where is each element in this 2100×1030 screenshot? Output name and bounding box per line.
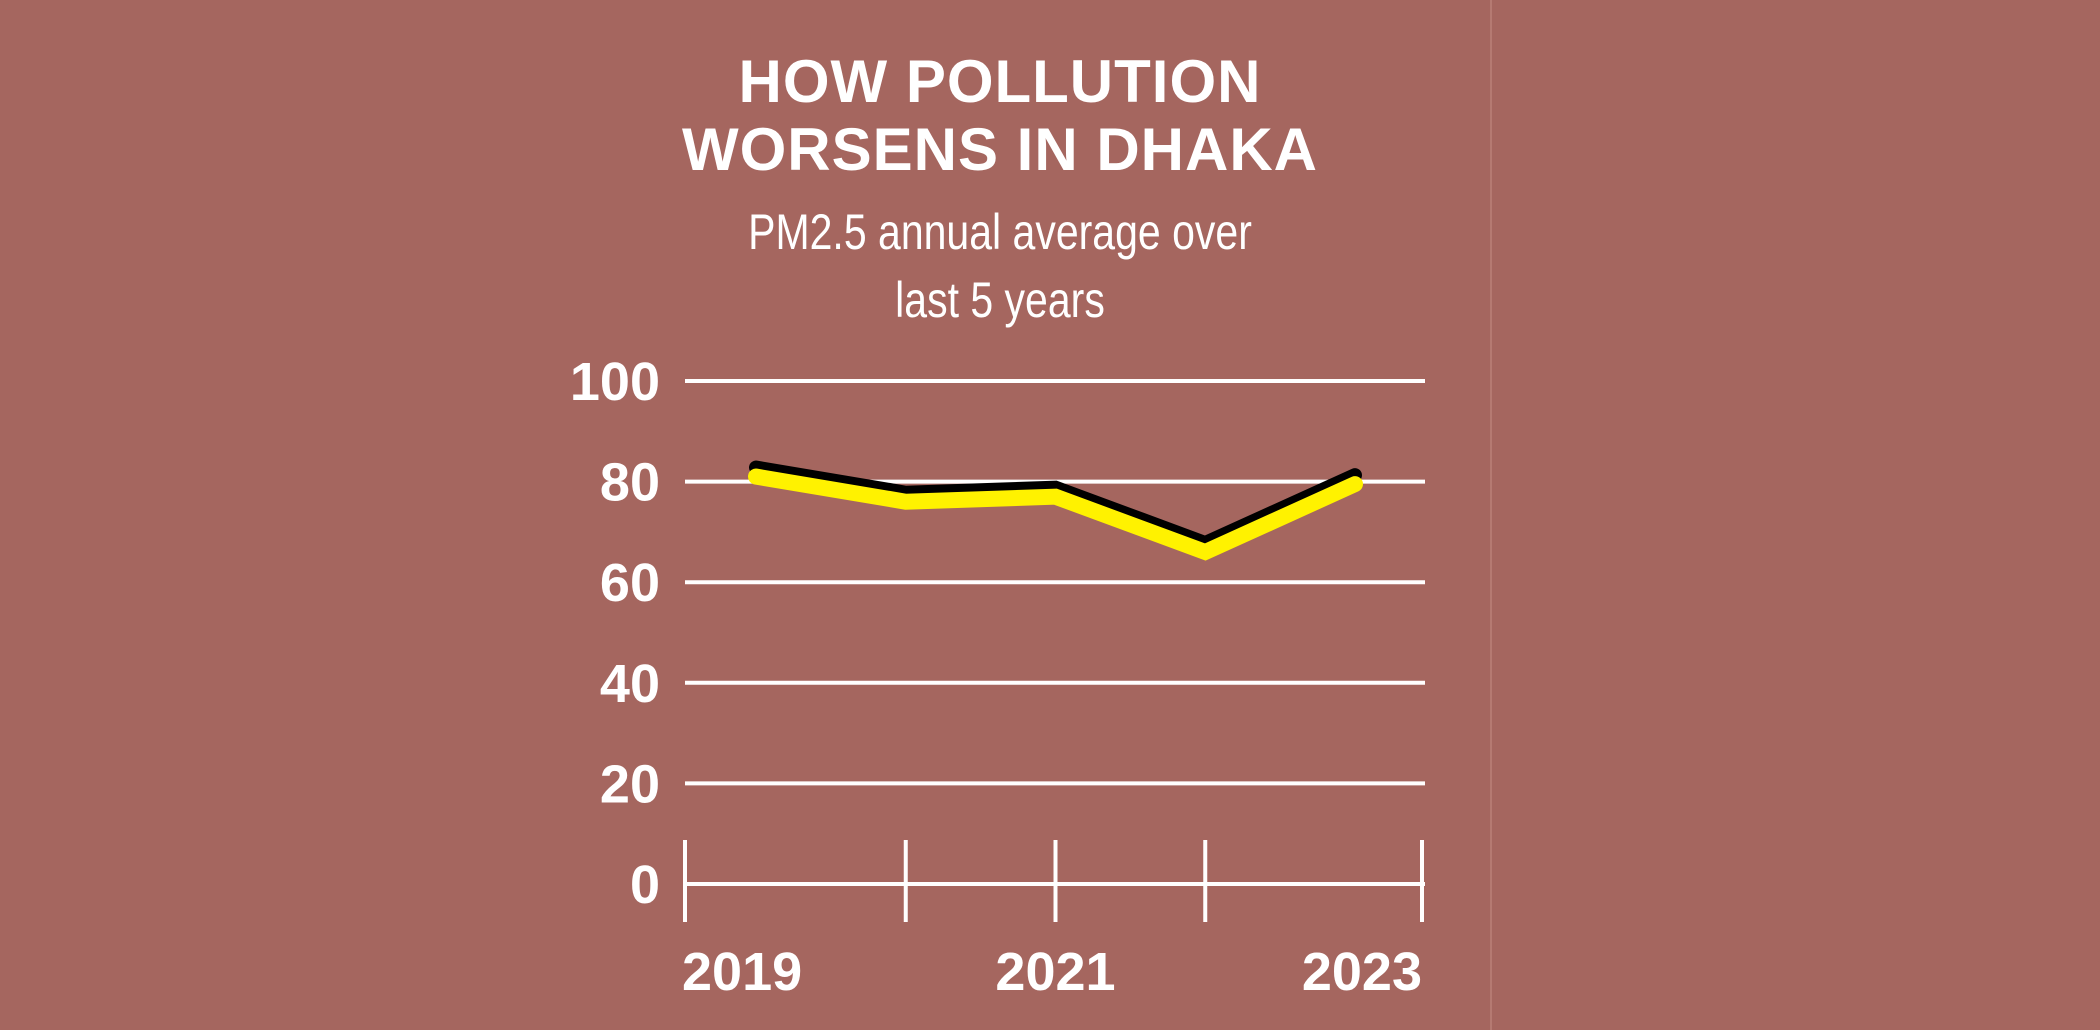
y-tick-label: 100 xyxy=(570,352,660,412)
data-point xyxy=(904,500,907,503)
y-tick-label: 60 xyxy=(600,553,660,613)
y-tick-label: 20 xyxy=(600,754,660,814)
x-tick-label: 2021 xyxy=(995,942,1115,1002)
x-tick-label: 2019 xyxy=(682,942,802,1002)
data-point xyxy=(1204,551,1207,554)
y-tick-label: 0 xyxy=(630,855,660,915)
panel-divider xyxy=(1490,0,1492,1030)
chart-title: HOW POLLUTION WORSENS IN DHAKA xyxy=(681,48,1318,183)
y-tick-label: 40 xyxy=(600,654,660,714)
data-point xyxy=(755,475,757,478)
data-point xyxy=(1354,483,1356,486)
chart-subtitle: PM2.5 annual average over last 5 years xyxy=(748,204,1252,328)
data-point xyxy=(1054,495,1057,498)
x-tick-label: 2023 xyxy=(1302,942,1422,1002)
series-line-shadow xyxy=(749,460,1362,551)
y-tick-label: 80 xyxy=(600,453,660,513)
